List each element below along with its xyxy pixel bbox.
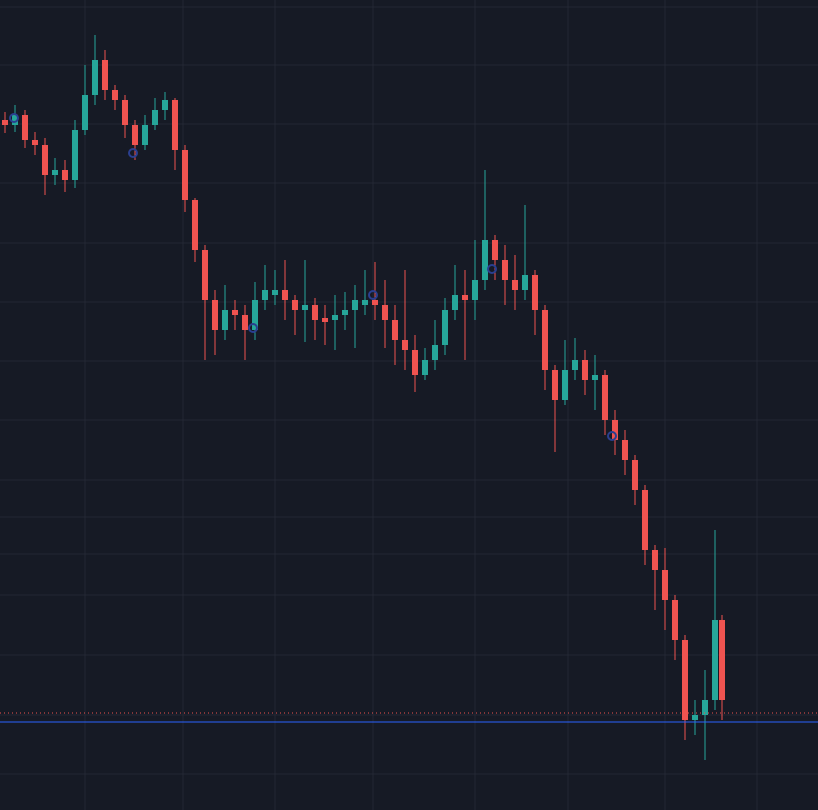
candle-body [402, 340, 408, 350]
candle-body [22, 115, 28, 140]
candle-body [52, 170, 58, 175]
candle-body [62, 170, 68, 180]
candle-body [462, 295, 468, 300]
candle-body [232, 310, 238, 315]
candle-body [472, 280, 478, 300]
candle-body [42, 145, 48, 175]
candle-body [242, 315, 248, 330]
candle-body [392, 320, 398, 340]
candle-body [412, 350, 418, 375]
candle-body [152, 110, 158, 125]
candle-body [522, 275, 528, 290]
candle-body [622, 440, 628, 460]
candle-body [2, 120, 8, 125]
candle-body [282, 290, 288, 300]
candle-body [332, 315, 338, 320]
candle-body [72, 130, 78, 180]
candle-body [542, 310, 548, 370]
marker [9, 113, 19, 123]
candle-body [492, 240, 498, 260]
candle-body [672, 600, 678, 640]
candle-body [712, 620, 718, 700]
marker [128, 148, 138, 158]
candle-body [162, 100, 168, 110]
candle-body [692, 715, 698, 720]
candle-body [532, 275, 538, 310]
candle-body [102, 60, 108, 90]
marker [607, 431, 617, 441]
candle-body [122, 100, 128, 125]
candle-body [272, 290, 278, 295]
candle-body [719, 620, 725, 700]
candle-body [632, 460, 638, 490]
candle-body [702, 700, 708, 715]
candle-body [432, 345, 438, 360]
candle-body [592, 375, 598, 380]
candle-body [32, 140, 38, 145]
candle-body [112, 90, 118, 100]
candle-body [92, 60, 98, 95]
candle-body [552, 370, 558, 400]
candle-body [182, 150, 188, 200]
candle-body [662, 570, 668, 600]
candle-body [642, 490, 648, 550]
candle-body [132, 125, 138, 145]
marker [368, 290, 378, 300]
candle-body [512, 280, 518, 290]
candle-body [362, 300, 368, 305]
candle-body [652, 550, 658, 570]
candle-body [682, 640, 688, 720]
candle-body [82, 95, 88, 130]
candle-body [612, 420, 618, 440]
candle-body [502, 260, 508, 280]
candle-body [312, 305, 318, 320]
candle-body [422, 360, 428, 375]
candle-body [302, 305, 308, 310]
candle-body [352, 300, 358, 310]
candle-body [382, 305, 388, 320]
candle-body [262, 290, 268, 300]
candle-body [212, 300, 218, 330]
candle-body [562, 370, 568, 400]
candle-body [202, 250, 208, 300]
candle-body [482, 240, 488, 280]
candle-body [142, 125, 148, 145]
candle-body [12, 115, 18, 125]
candle-body [452, 295, 458, 310]
marker [487, 264, 497, 274]
candle-body [172, 100, 178, 150]
candle-body [252, 300, 258, 330]
candle-body [602, 375, 608, 420]
candle-body [292, 300, 298, 310]
candle-body [372, 300, 378, 305]
candle-body [442, 310, 448, 345]
candle-body [222, 310, 228, 330]
candle-body [342, 310, 348, 315]
candle-body [582, 360, 588, 380]
candle-body [322, 318, 328, 322]
marker [248, 323, 258, 333]
candle-body [192, 200, 198, 250]
candle-body [572, 360, 578, 370]
